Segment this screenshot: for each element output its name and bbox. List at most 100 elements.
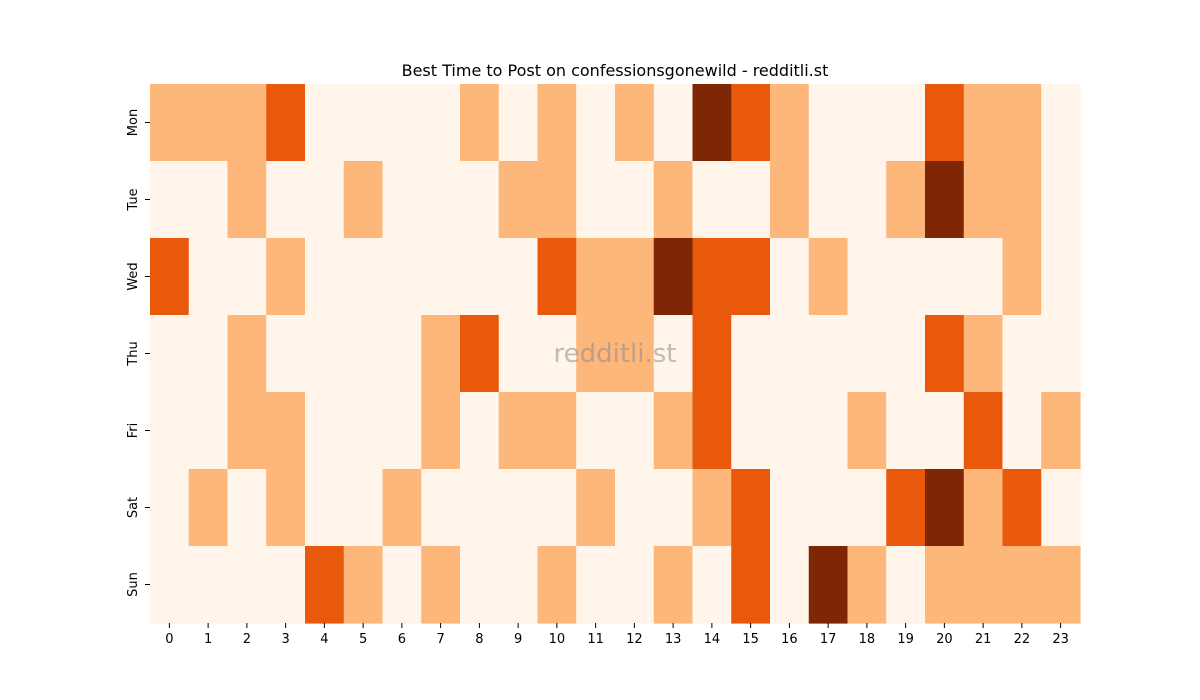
heatmap-cell [886,546,926,624]
heatmap-cell [770,84,810,162]
heatmap-cell [886,469,926,547]
heatmap-cell [150,161,190,239]
y-tick-label: Wed [126,262,141,290]
heatmap-cell [498,469,539,547]
heatmap-cell [1041,546,1081,624]
heatmap-cell [343,161,384,239]
heatmap-cell [770,238,810,316]
heatmap-cell [963,238,1004,316]
heatmap-cell [963,392,1004,470]
heatmap-cell [343,315,384,393]
heatmap-cell [266,469,306,547]
heatmap-cell [1002,469,1042,547]
heatmap-cells [150,84,1081,624]
heatmap-cell [731,161,771,239]
heatmap-cell [1002,161,1042,239]
x-tick-label: 20 [936,632,953,647]
heatmap-cell [460,392,500,470]
heatmap-cell [305,469,345,547]
heatmap-cell [925,546,965,624]
heatmap-cell [731,546,771,624]
x-tick-label: 14 [704,632,721,647]
heatmap-cell [188,161,229,239]
heatmap-cell [692,315,732,393]
heatmap-cell [576,392,616,470]
heatmap-cell [460,315,500,393]
heatmap-cell [188,469,229,547]
heatmap-cell [963,315,1004,393]
heatmap-cell [615,84,655,162]
y-tick-label: Sun [126,572,141,597]
heatmap-cell [615,161,655,239]
heatmap-cell [227,546,267,624]
heatmap-cell [576,469,616,547]
heatmap-cell [770,546,810,624]
heatmap-cell [498,392,539,470]
heatmap-cell [421,315,461,393]
heatmap-cell [653,392,694,470]
y-tick-label: Mon [126,109,141,136]
x-tick-label: 19 [897,632,914,647]
heatmap-cell [615,392,655,470]
heatmap-cell [925,238,965,316]
y-axis: Mon Tue Wed Thu Fri Sat Sun [126,109,150,597]
x-tick-label: 3 [281,632,289,647]
heatmap-cell [886,84,926,162]
heatmap-cell [808,315,849,393]
x-tick-label: 10 [549,632,566,647]
heatmap-cell [227,315,267,393]
heatmap-cell [266,315,306,393]
heatmap-cell [847,315,887,393]
heatmap-cell [847,238,887,316]
heatmap-cell [1041,84,1081,162]
heatmap-cell [731,392,771,470]
heatmap-cell [421,546,461,624]
heatmap-cell [653,315,694,393]
heatmap-cell [227,84,267,162]
x-tick-label: 22 [1014,632,1031,647]
heatmap-cell [421,84,461,162]
heatmap-cell [692,84,732,162]
heatmap-cell [188,238,229,316]
heatmap-cell [305,161,345,239]
heatmap-cell [266,84,306,162]
heatmap-cell [576,161,616,239]
heatmap-cell [266,546,306,624]
heatmap-cell [1002,315,1042,393]
heatmap-cell [537,315,577,393]
heatmap-cell [808,84,849,162]
x-tick-label: 23 [1052,632,1069,647]
heatmap-cell [343,392,384,470]
x-tick-label: 5 [359,632,367,647]
heatmap-cell [847,546,887,624]
x-axis: 0 1 2 3 4 5 6 7 8 9 10 11 12 13 14 15 16 17 18 19 20 21 22 23 [165,623,1069,647]
heatmap-cell [963,469,1004,547]
heatmap-cell [421,238,461,316]
heatmap-cell [963,84,1004,162]
heatmap-cell [925,84,965,162]
heatmap-cell [188,315,229,393]
heatmap-cell [343,238,384,316]
heatmap-cell [576,238,616,316]
x-tick-label: 0 [165,632,173,647]
x-tick-label: 17 [820,632,837,647]
heatmap-cell [886,161,926,239]
heatmap-cell [150,238,190,316]
heatmap-cell [731,469,771,547]
x-tick-label: 12 [626,632,643,647]
heatmap-cell [731,84,771,162]
heatmap-cell [808,238,849,316]
heatmap-cell [343,84,384,162]
x-tick-label: 11 [587,632,604,647]
heatmap-cell [421,469,461,547]
heatmap-cell [1041,238,1081,316]
heatmap-cell [692,161,732,239]
x-tick-label: 15 [742,632,759,647]
y-tick-label: Sat [126,497,141,518]
heatmap-cell [770,315,810,393]
heatmap-cell [227,392,267,470]
heatmap-cell [460,84,500,162]
heatmap-cell [808,546,849,624]
heatmap-cell [343,469,384,547]
heatmap-cell [1041,161,1081,239]
